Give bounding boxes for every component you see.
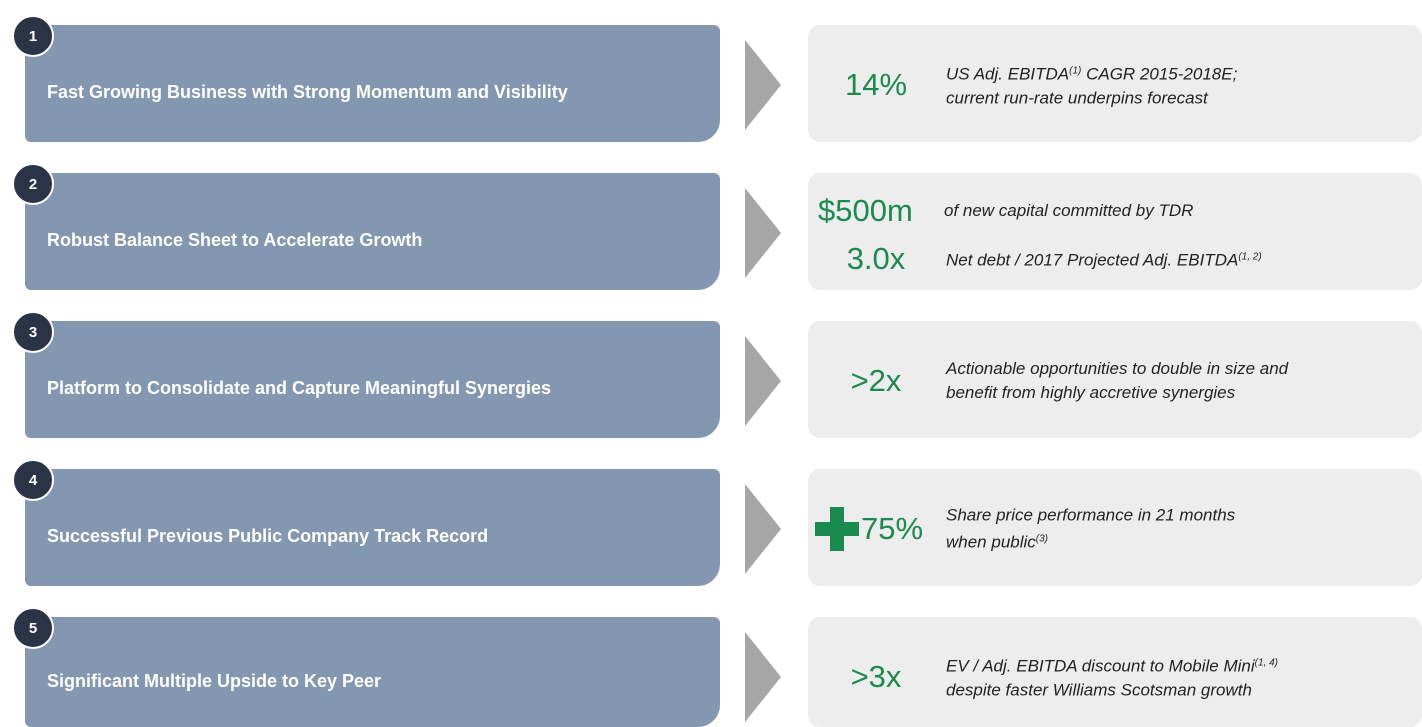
description-line: benefit from highly accretive synergies bbox=[946, 381, 1288, 405]
description-text: of new capital committed by TDR bbox=[944, 201, 1194, 220]
description-line: Actionable opportunities to double in si… bbox=[946, 357, 1288, 381]
description-line: of new capital committed by TDR bbox=[944, 199, 1193, 223]
description-text: CAGR 2015-2018E; bbox=[1081, 64, 1238, 84]
description-line: EV / Adj. EBITDA discount to Mobile Mini… bbox=[946, 652, 1278, 679]
description-text: benefit from highly accretive synergies bbox=[946, 383, 1236, 402]
description-line: current run-rate underpins forecast bbox=[946, 87, 1237, 111]
row-number: 3 bbox=[12, 311, 54, 353]
metric-description: Actionable opportunities to double in si… bbox=[946, 357, 1288, 405]
chevron bbox=[745, 188, 781, 278]
metric-box bbox=[808, 617, 1422, 727]
row-title: Significant Multiple Upside to Key Peer bbox=[25, 617, 720, 727]
footnote-ref: (1) bbox=[1069, 65, 1082, 77]
row-title: Robust Balance Sheet to Accelerate Growt… bbox=[25, 173, 720, 290]
description-line: when public(3) bbox=[946, 528, 1235, 555]
description-text: US Adj. EBITDA bbox=[946, 64, 1070, 84]
metric-description: EV / Adj. EBITDA discount to Mobile Mini… bbox=[946, 652, 1278, 703]
description-text: Actionable opportunities to double in si… bbox=[946, 359, 1289, 378]
metric-description: Share price performance in 21 months when… bbox=[946, 504, 1235, 555]
metric-description: Net debt / 2017 Projected Adj. EBITDA(1,… bbox=[946, 246, 1262, 273]
metric-description: US Adj. EBITDA(1) CAGR 2015-2018E; curren… bbox=[946, 60, 1237, 111]
row-title: Fast Growing Business with Strong Moment… bbox=[25, 25, 720, 142]
description-text: current run-rate underpins forecast bbox=[946, 88, 1208, 108]
metric-figure: >3x bbox=[850, 659, 902, 694]
plus-icon bbox=[815, 507, 859, 551]
chevron bbox=[745, 484, 781, 574]
chevron bbox=[745, 336, 781, 426]
description-text: Share price performance in 21 months bbox=[946, 505, 1236, 525]
description-text: EV / Adj. EBITDA discount to Mobile Mini bbox=[946, 656, 1255, 676]
footnote-ref: (1, 2) bbox=[1238, 251, 1262, 263]
chevron-shape bbox=[745, 336, 781, 426]
description-text: despite faster Williams Scotsman growth bbox=[946, 680, 1252, 700]
row-number: 5 bbox=[12, 607, 54, 649]
description-line: Share price performance in 21 months bbox=[946, 504, 1235, 528]
chevron-shape bbox=[745, 188, 781, 278]
metric-box bbox=[808, 469, 1422, 586]
footnote-ref: (3) bbox=[1035, 533, 1049, 545]
description-line: Net debt / 2017 Projected Adj. EBITDA(1,… bbox=[946, 246, 1262, 273]
description-line: despite faster Williams Scotsman growth bbox=[946, 679, 1278, 703]
metric-box bbox=[808, 321, 1422, 438]
metric-figure: >2x bbox=[850, 363, 902, 398]
chevron-shape bbox=[745, 40, 781, 130]
metric-figure: 75% bbox=[861, 511, 924, 546]
plus-shape bbox=[815, 507, 859, 551]
row-number: 1 bbox=[12, 15, 54, 57]
row-number: 2 bbox=[12, 163, 54, 205]
description-text: when public bbox=[946, 532, 1036, 552]
metric-figure: $500m bbox=[818, 193, 913, 228]
metric-figure: 3.0x bbox=[846, 241, 906, 276]
description-text: Net debt / 2017 Projected Adj. EBITDA bbox=[946, 250, 1239, 270]
metric-box bbox=[808, 173, 1422, 290]
metric-box bbox=[808, 25, 1422, 142]
row-title: Platform to Consolidate and Capture Mean… bbox=[25, 321, 720, 438]
chevron-shape bbox=[745, 632, 781, 722]
row-title: Successful Previous Public Company Track… bbox=[25, 469, 720, 586]
footnote-ref: (1, 4) bbox=[1254, 657, 1278, 669]
chevron bbox=[745, 40, 781, 130]
chevron bbox=[745, 632, 781, 722]
metric-figure: 14% bbox=[844, 67, 908, 102]
description-line: US Adj. EBITDA(1) CAGR 2015-2018E; bbox=[946, 60, 1237, 87]
row-number: 4 bbox=[12, 459, 54, 501]
chevron-shape bbox=[745, 484, 781, 574]
metric-description: of new capital committed by TDR bbox=[944, 199, 1193, 223]
